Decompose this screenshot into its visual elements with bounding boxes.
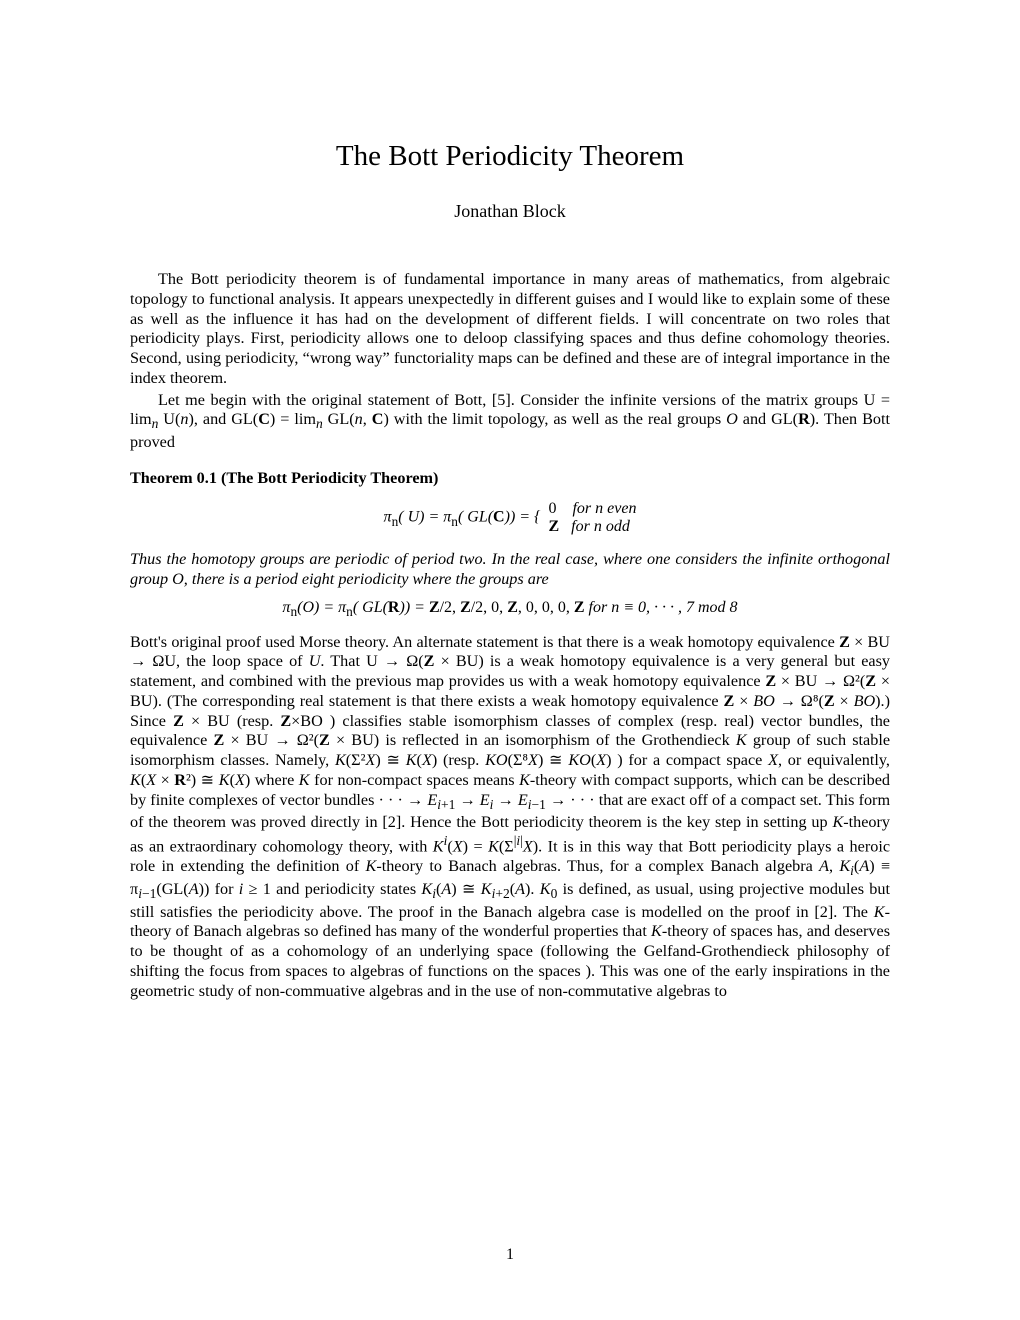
text: ) = lim xyxy=(270,410,316,428)
text: for n ≡ 0, · · · , 7 mod 8 xyxy=(585,599,738,616)
text: ( U) = π xyxy=(398,509,451,526)
paper-author: Jonathan Block xyxy=(130,201,890,222)
equation-1: πn( U) = πn( GL(C)) = { 0 for n even Z f… xyxy=(130,500,890,536)
text: ( GL( xyxy=(458,509,493,526)
paper-title: The Bott Periodicity Theorem xyxy=(130,140,890,173)
text: Z xyxy=(429,599,440,616)
text: Z xyxy=(548,518,559,535)
paragraph-3: Bott's original proof used Morse theory.… xyxy=(130,633,890,1002)
paragraph-1: The Bott periodicity theorem is of funda… xyxy=(130,270,890,389)
text: R xyxy=(388,599,400,616)
subscript: n xyxy=(451,514,458,529)
text: ), and GL( xyxy=(188,410,258,428)
text: π xyxy=(384,509,392,526)
page: The Bott Periodicity Theorem Jonathan Bl… xyxy=(0,0,1020,1054)
text: 0 xyxy=(548,500,556,517)
text: )) = { xyxy=(505,509,545,526)
text: C xyxy=(493,509,505,526)
text: GL( xyxy=(323,410,355,428)
text: (O) = π xyxy=(297,599,346,616)
equation-2: πn(O) = πn( GL(R)) = Z/2, Z/2, 0, Z, 0, … xyxy=(130,599,890,620)
subscript: n xyxy=(346,605,353,620)
text: , xyxy=(363,410,372,428)
theorem-body-1: Thus the homotopy groups are periodic of… xyxy=(130,550,890,590)
subscript: n xyxy=(316,417,323,432)
text: )) = xyxy=(399,599,428,616)
text: ( GL( xyxy=(353,599,388,616)
text: ) with the limit topology, as well as th… xyxy=(383,410,726,428)
text: and GL( xyxy=(738,410,798,428)
text: U( xyxy=(158,410,180,428)
page-number: 1 xyxy=(0,1246,1020,1264)
text: for n even xyxy=(572,500,636,517)
theorem-heading: Theorem 0.1 (The Bott Periodicity Theore… xyxy=(130,469,890,488)
paragraph-2: Let me begin with the original statement… xyxy=(130,391,890,453)
text: for n odd xyxy=(571,518,630,535)
